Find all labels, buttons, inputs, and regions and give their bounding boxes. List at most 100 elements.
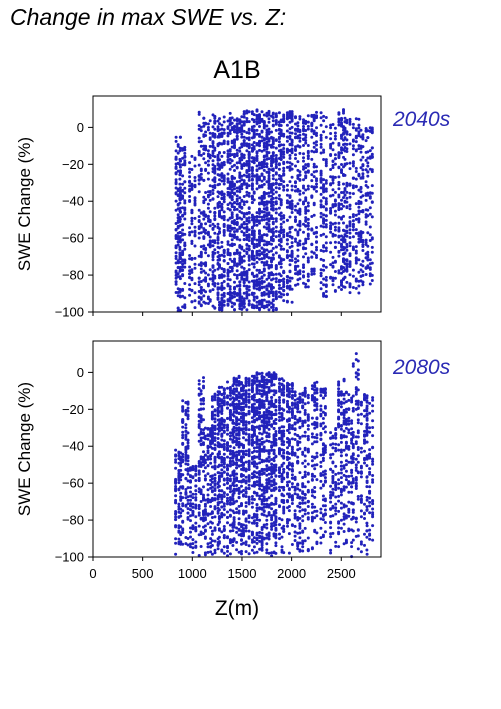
data-point xyxy=(244,509,248,513)
data-point xyxy=(220,142,224,146)
data-point xyxy=(188,231,192,234)
data-point xyxy=(255,379,259,383)
data-point xyxy=(235,511,239,514)
data-point xyxy=(290,110,294,114)
data-point xyxy=(345,225,349,229)
data-point xyxy=(244,468,248,472)
data-point xyxy=(345,184,349,188)
data-point xyxy=(265,277,269,281)
data-point xyxy=(247,383,251,387)
data-point xyxy=(250,548,254,552)
data-point xyxy=(279,118,283,122)
data-point xyxy=(255,483,259,487)
data-point xyxy=(188,226,192,230)
data-point xyxy=(222,259,226,262)
data-point xyxy=(250,251,254,255)
data-point xyxy=(220,515,224,519)
data-point xyxy=(188,257,192,261)
data-point xyxy=(274,251,278,255)
data-point xyxy=(202,376,205,380)
data-point xyxy=(245,117,249,120)
data-point xyxy=(237,422,241,426)
data-point xyxy=(250,438,254,442)
data-point xyxy=(322,232,326,236)
data-point xyxy=(226,274,230,278)
data-point xyxy=(366,208,370,212)
data-point xyxy=(306,127,310,131)
page-title: Change in max SWE vs. Z: xyxy=(10,4,287,30)
data-point xyxy=(255,128,259,132)
data-point xyxy=(222,459,226,462)
data-point xyxy=(218,286,221,290)
data-point xyxy=(226,432,229,436)
data-point xyxy=(333,289,337,292)
data-point xyxy=(258,125,261,128)
data-point xyxy=(228,132,232,135)
data-point xyxy=(210,435,214,438)
data-point xyxy=(366,250,370,254)
data-point xyxy=(288,110,292,114)
data-point xyxy=(238,121,242,125)
data-point xyxy=(232,538,236,542)
data-point xyxy=(366,244,370,248)
data-point xyxy=(203,512,207,516)
data-point xyxy=(258,166,261,170)
data-point xyxy=(232,429,236,433)
data-point xyxy=(285,160,289,164)
data-point xyxy=(222,174,226,178)
data-point xyxy=(216,297,220,301)
data-point xyxy=(228,167,232,171)
data-point xyxy=(226,380,229,384)
data-point xyxy=(366,174,370,178)
data-point xyxy=(310,173,314,177)
data-point xyxy=(213,284,217,288)
data-point xyxy=(209,526,213,529)
data-point xyxy=(361,259,365,263)
data-point xyxy=(210,432,214,436)
data-point xyxy=(240,174,244,178)
data-point xyxy=(288,215,292,219)
data-point xyxy=(230,221,234,225)
data-point xyxy=(319,145,323,149)
data-point xyxy=(220,401,224,405)
data-point xyxy=(337,215,341,219)
data-point xyxy=(247,377,251,381)
data-point xyxy=(304,285,308,289)
data-point xyxy=(197,382,201,386)
data-point xyxy=(285,129,289,133)
data-point xyxy=(322,185,326,189)
data-point xyxy=(364,198,368,202)
data-point xyxy=(228,529,232,533)
data-point xyxy=(340,288,343,291)
data-point xyxy=(174,498,178,502)
data-point xyxy=(285,165,289,169)
data-point xyxy=(232,491,236,495)
data-point xyxy=(194,479,198,482)
data-point xyxy=(193,291,197,295)
data-point xyxy=(288,263,292,267)
data-point xyxy=(262,268,266,271)
data-point xyxy=(218,128,221,132)
data-point xyxy=(258,219,261,223)
data-point xyxy=(238,254,242,257)
data-point xyxy=(252,460,256,464)
data-point xyxy=(368,206,372,210)
data-point xyxy=(267,174,271,178)
data-point xyxy=(265,165,269,169)
data-point xyxy=(211,125,215,129)
data-point xyxy=(186,441,190,445)
data-point xyxy=(345,130,349,134)
data-point xyxy=(213,146,217,150)
data-point xyxy=(235,161,239,165)
data-point xyxy=(260,260,264,264)
data-point xyxy=(230,153,234,157)
data-point xyxy=(190,211,194,215)
data-point xyxy=(218,173,221,177)
data-point xyxy=(233,257,236,261)
data-point xyxy=(197,276,201,280)
data-point xyxy=(197,554,201,557)
data-point xyxy=(285,147,289,151)
data-point xyxy=(179,478,183,482)
data-point xyxy=(189,486,192,490)
data-point xyxy=(294,164,297,168)
